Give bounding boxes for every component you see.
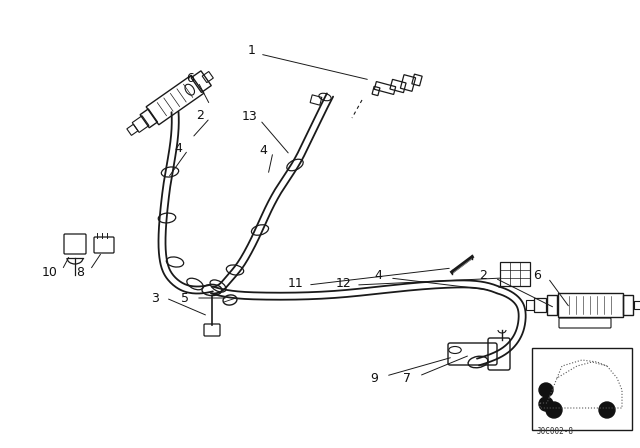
Bar [623,295,633,315]
Bar [374,82,396,95]
Bar [202,72,213,82]
Text: 1: 1 [248,43,256,56]
Bar [127,124,138,135]
Bar [146,75,204,125]
Bar [547,295,557,315]
Text: 9: 9 [370,371,378,384]
Circle shape [546,402,562,418]
Bar [132,116,149,133]
Bar [390,79,406,93]
Text: 6: 6 [186,72,194,85]
Text: 3: 3 [151,292,159,305]
Text: 2: 2 [196,108,204,121]
Text: 8: 8 [76,266,84,279]
Bar [526,300,534,310]
Bar [532,348,632,430]
Circle shape [539,397,553,411]
Bar [310,95,322,105]
Bar [634,301,640,309]
Text: 7: 7 [403,371,411,384]
Bar [412,74,422,86]
Text: 10: 10 [42,266,58,279]
Text: 6: 6 [533,268,541,281]
Circle shape [599,402,615,418]
Text: 4: 4 [174,142,182,155]
Text: 11: 11 [288,276,304,289]
Circle shape [539,383,553,397]
Bar [140,109,157,128]
Bar [372,86,380,95]
Bar [191,71,211,92]
Text: 4: 4 [259,143,267,156]
Bar [534,298,546,312]
Bar [500,262,530,286]
Bar [557,293,623,317]
Bar [401,75,415,91]
Text: 2: 2 [479,268,487,281]
Text: 12: 12 [336,276,352,289]
Text: J0C002-8: J0C002-8 [537,427,574,436]
Text: 5: 5 [181,292,189,305]
Text: 13: 13 [242,109,258,122]
Text: 4: 4 [374,268,382,281]
